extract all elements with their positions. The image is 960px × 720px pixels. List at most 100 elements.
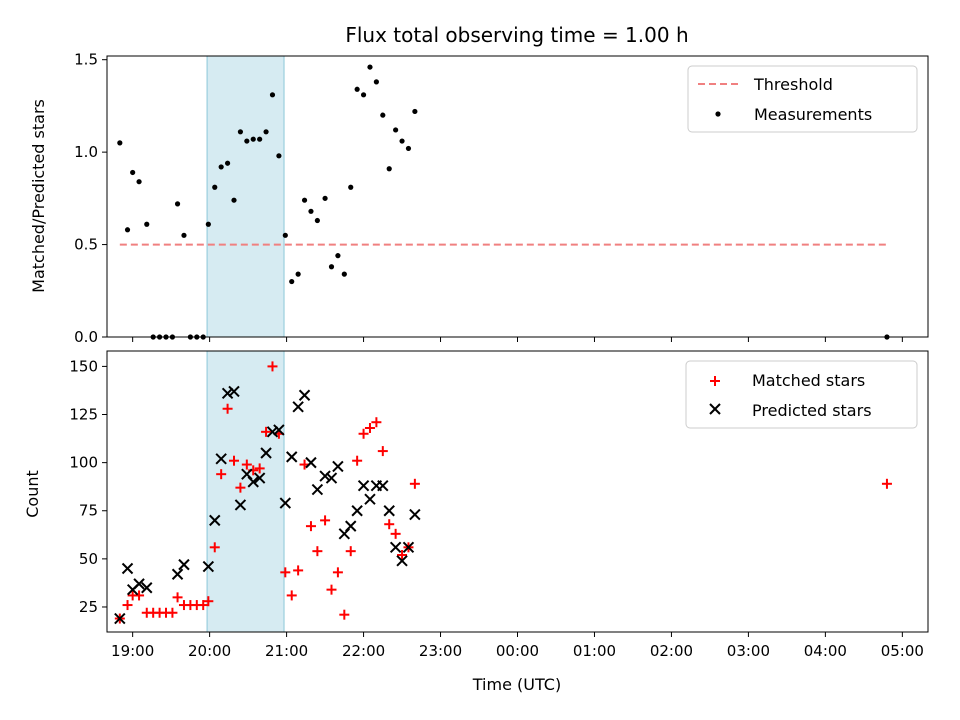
measurement-point bbox=[405, 145, 412, 152]
count-marks bbox=[114, 361, 892, 625]
predicted-point bbox=[357, 480, 370, 492]
matched-point bbox=[320, 515, 331, 526]
ratio-legend-box bbox=[687, 65, 918, 133]
matched-point bbox=[312, 546, 323, 557]
count-y-axis-label: Count bbox=[23, 470, 42, 518]
y-tick-label: 1.0 bbox=[74, 143, 98, 161]
matched-point bbox=[228, 455, 239, 466]
measurement-point bbox=[295, 271, 301, 277]
matched-point bbox=[409, 478, 420, 489]
measurement-point bbox=[276, 153, 282, 159]
matched-point bbox=[377, 446, 388, 457]
x-tick-label: 03:00 bbox=[727, 642, 770, 660]
x-tick-label: 02:00 bbox=[650, 642, 693, 660]
predicted-point bbox=[228, 385, 240, 398]
count-x-ticks: 19:00 20:00 21:00 22:00 23:00 00:00 01:00 02:00… bbox=[111, 632, 924, 660]
matched-point bbox=[222, 403, 233, 414]
matched-point bbox=[371, 417, 382, 428]
ratio-panel: Flux total observing time = 1.00 h 0.00.… bbox=[29, 23, 929, 346]
predicted-point bbox=[247, 476, 259, 488]
measurement-point bbox=[124, 227, 131, 233]
y-tick-label: 150 bbox=[69, 357, 98, 375]
predicted-point bbox=[298, 389, 311, 401]
measurement-point bbox=[354, 86, 360, 92]
measurement-point bbox=[218, 164, 224, 170]
predicted-point bbox=[305, 456, 317, 469]
matched-point bbox=[122, 600, 133, 611]
chart-title: Flux total observing time = 1.00 h bbox=[345, 23, 688, 47]
measurement-point bbox=[181, 232, 187, 238]
ratio-y-axis-label: Matched/Predicted stars bbox=[29, 99, 48, 293]
predicted-point bbox=[396, 555, 408, 567]
matched-point bbox=[235, 482, 246, 493]
legend-predicted-swatch bbox=[709, 403, 721, 415]
measurement-point bbox=[250, 136, 256, 142]
x-axis-label: Time (UTC) bbox=[472, 675, 561, 694]
matched-point bbox=[209, 542, 220, 553]
measurement-point bbox=[399, 138, 405, 144]
count-panel: 25 50 75 100 125 150 19:00 20:00 21:00 22:00 23:0… bbox=[23, 350, 929, 694]
x-tick-label: 01:00 bbox=[573, 642, 616, 660]
ratio-legend: Threshold Measurements bbox=[687, 65, 918, 133]
y-tick-label: 125 bbox=[69, 406, 98, 424]
series-predicted-stars bbox=[114, 385, 421, 625]
count-legend-box bbox=[685, 360, 918, 429]
predicted-point bbox=[215, 453, 227, 465]
predicted-point bbox=[319, 470, 331, 482]
measurement-point bbox=[282, 232, 288, 238]
measurement-point bbox=[322, 195, 328, 201]
measurement-point bbox=[412, 108, 418, 115]
x-tick-label: 23:00 bbox=[419, 642, 462, 660]
x-tick-label: 20:00 bbox=[188, 642, 231, 660]
measurement-point bbox=[144, 221, 150, 227]
matched-point bbox=[358, 428, 369, 439]
legend-predicted-label: Predicted stars bbox=[752, 401, 872, 420]
measurement-point bbox=[174, 201, 181, 207]
matched-point bbox=[326, 584, 337, 595]
y-tick-label: 1.5 bbox=[74, 51, 98, 69]
matched-point bbox=[293, 565, 304, 576]
predicted-point bbox=[121, 562, 134, 575]
legend-threshold-label: Threshold bbox=[753, 75, 833, 94]
measurement-point bbox=[130, 169, 136, 176]
predicted-point bbox=[273, 424, 285, 436]
predicted-point bbox=[221, 387, 234, 400]
matched-point bbox=[203, 596, 214, 607]
y-tick-label: 0.0 bbox=[74, 328, 98, 346]
predicted-point bbox=[311, 483, 324, 496]
x-tick-label: 22:00 bbox=[342, 642, 385, 660]
measurement-point bbox=[244, 138, 250, 144]
matched-point bbox=[390, 528, 401, 539]
measurement-point bbox=[269, 92, 276, 98]
measurement-point bbox=[314, 217, 320, 224]
predicted-point bbox=[279, 497, 292, 509]
predicted-point bbox=[292, 401, 304, 413]
matched-point bbox=[364, 422, 375, 433]
predicted-point bbox=[325, 472, 338, 484]
measurement-point bbox=[386, 166, 392, 172]
matched-point bbox=[345, 546, 356, 557]
measurement-point bbox=[205, 221, 211, 227]
predicted-point bbox=[260, 447, 272, 459]
measurement-point bbox=[257, 136, 263, 142]
legend-measurements-label: Measurements bbox=[754, 105, 872, 124]
measurement-point bbox=[308, 208, 314, 214]
measurement-point bbox=[373, 79, 379, 85]
matched-point bbox=[339, 609, 350, 620]
legend-matched-swatch bbox=[710, 376, 720, 386]
measurement-point bbox=[380, 112, 386, 118]
ratio-axes-frame bbox=[106, 55, 929, 338]
predicted-point bbox=[402, 541, 415, 554]
count-axes-frame bbox=[106, 350, 929, 633]
measurement-point bbox=[335, 253, 341, 259]
predicted-point bbox=[234, 499, 247, 511]
measurement-point bbox=[224, 160, 231, 166]
predicted-point bbox=[141, 582, 153, 594]
predicted-point bbox=[253, 472, 266, 484]
matched-point bbox=[881, 478, 892, 489]
count-legend: Matched stars Predicted stars bbox=[685, 360, 918, 429]
measurement-point bbox=[263, 129, 269, 135]
measurement-point bbox=[360, 92, 367, 98]
matched-point bbox=[261, 426, 272, 437]
series-matched-stars bbox=[114, 361, 892, 624]
